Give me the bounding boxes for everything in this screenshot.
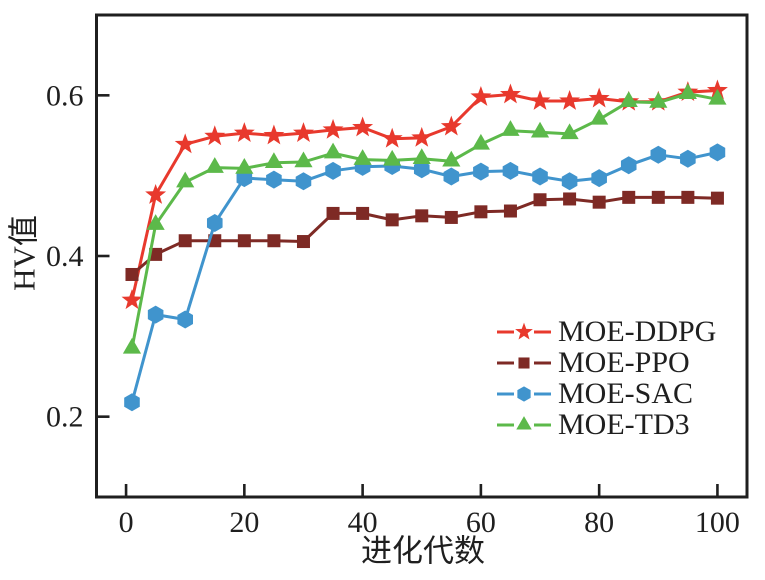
legend-item-moe-ppo: MOE-PPO	[497, 347, 716, 378]
plot-border	[95, 13, 749, 499]
star-line-marker-icon	[497, 322, 551, 340]
y-tick-label: 0.2	[46, 401, 84, 434]
y-tick-label: 0.4	[46, 240, 84, 273]
triangle-line-marker-icon	[497, 415, 551, 429]
y-axis-label: HV值	[6, 215, 42, 291]
legend-label-moe-ddpg: MOE-DDPG	[558, 314, 717, 348]
x-axis-label: 进化代数	[361, 533, 485, 569]
x-axis-ticks: 0 20 40 60 80 100	[119, 484, 740, 539]
legend: MOE-DDPG MOE-PPO MOE-SAC MOE-TD3	[497, 316, 716, 440]
x-tick-label: 20	[229, 506, 259, 539]
legend-label-moe-td3: MOE-TD3	[558, 407, 690, 441]
x-tick-label: 60	[466, 506, 496, 539]
legend-label-moe-ppo: MOE-PPO	[558, 345, 690, 379]
x-tick-label: 40	[348, 506, 378, 539]
legend-item-moe-sac: MOE-SAC	[497, 378, 716, 409]
square-line-marker-icon	[497, 356, 551, 369]
x-tick-label: 0	[119, 506, 134, 539]
legend-item-moe-ddpg: MOE-DDPG	[497, 316, 716, 347]
y-tick-label: 0.6	[46, 79, 84, 112]
legend-label-moe-sac: MOE-SAC	[558, 376, 694, 410]
x-tick-label: 80	[584, 506, 614, 539]
y-axis-ticks: 0.2 0.4 0.6	[46, 79, 110, 434]
x-tick-label: 100	[695, 506, 740, 539]
series-moe-td3	[122, 83, 727, 354]
hexagon-line-marker-icon	[497, 385, 551, 402]
series-moe-ddpg	[121, 79, 728, 310]
legend-item-moe-td3: MOE-TD3	[497, 409, 716, 440]
series-moe-ppo	[125, 190, 724, 281]
